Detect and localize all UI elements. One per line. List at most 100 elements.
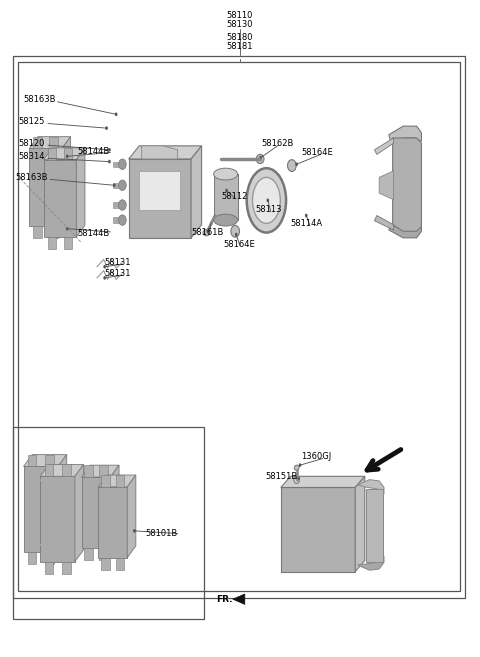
Circle shape xyxy=(305,214,308,217)
Polygon shape xyxy=(62,464,71,476)
Polygon shape xyxy=(129,159,191,238)
Ellipse shape xyxy=(214,168,238,180)
Ellipse shape xyxy=(214,214,238,226)
Text: 58112: 58112 xyxy=(222,192,248,201)
Polygon shape xyxy=(358,480,384,494)
Circle shape xyxy=(231,225,240,237)
Polygon shape xyxy=(64,148,72,160)
Circle shape xyxy=(119,215,126,225)
Polygon shape xyxy=(24,455,67,466)
Polygon shape xyxy=(44,160,76,237)
Ellipse shape xyxy=(294,465,299,470)
Circle shape xyxy=(108,160,111,164)
Circle shape xyxy=(108,148,111,152)
Text: 58162B: 58162B xyxy=(262,139,294,148)
Polygon shape xyxy=(98,475,136,487)
Polygon shape xyxy=(28,455,36,466)
Polygon shape xyxy=(113,162,122,167)
Circle shape xyxy=(259,156,262,160)
Polygon shape xyxy=(393,138,421,231)
Polygon shape xyxy=(113,202,122,208)
Text: 58161B: 58161B xyxy=(191,228,223,237)
Bar xyxy=(13,56,465,598)
Polygon shape xyxy=(214,174,238,220)
Polygon shape xyxy=(40,464,84,476)
Polygon shape xyxy=(29,137,71,148)
Circle shape xyxy=(119,159,126,170)
Circle shape xyxy=(299,463,301,467)
Ellipse shape xyxy=(252,177,280,223)
Polygon shape xyxy=(98,487,127,558)
Polygon shape xyxy=(75,464,84,562)
Circle shape xyxy=(119,180,126,191)
Bar xyxy=(13,427,204,619)
Circle shape xyxy=(225,189,228,193)
Polygon shape xyxy=(355,476,365,572)
Text: 58314: 58314 xyxy=(18,152,45,161)
Text: 58114A: 58114A xyxy=(290,219,323,228)
Polygon shape xyxy=(99,465,108,477)
Polygon shape xyxy=(191,146,202,238)
Text: 58164E: 58164E xyxy=(301,148,333,157)
Polygon shape xyxy=(358,556,384,570)
Polygon shape xyxy=(84,548,93,560)
Text: 58144B: 58144B xyxy=(78,147,110,156)
Polygon shape xyxy=(379,171,394,200)
Polygon shape xyxy=(84,465,93,477)
Circle shape xyxy=(288,160,296,171)
Polygon shape xyxy=(48,148,56,160)
Circle shape xyxy=(103,265,106,269)
Bar xyxy=(18,62,460,591)
Text: 58180: 58180 xyxy=(227,33,253,42)
Polygon shape xyxy=(58,455,67,552)
Polygon shape xyxy=(64,237,72,249)
Polygon shape xyxy=(29,148,62,226)
Polygon shape xyxy=(116,475,124,487)
Polygon shape xyxy=(110,465,119,548)
Circle shape xyxy=(210,221,213,225)
Polygon shape xyxy=(62,562,71,574)
Text: 58131: 58131 xyxy=(105,258,131,267)
Circle shape xyxy=(294,476,300,484)
Polygon shape xyxy=(44,148,85,160)
Polygon shape xyxy=(99,548,108,560)
Polygon shape xyxy=(389,126,421,143)
Text: FR.: FR. xyxy=(216,595,232,604)
Circle shape xyxy=(266,198,269,202)
Text: 58130: 58130 xyxy=(227,20,253,30)
Text: 58151B: 58151B xyxy=(265,472,297,481)
Polygon shape xyxy=(281,476,365,487)
Ellipse shape xyxy=(256,154,264,164)
Polygon shape xyxy=(33,137,42,148)
Polygon shape xyxy=(374,138,394,154)
Polygon shape xyxy=(28,552,36,564)
Circle shape xyxy=(103,276,106,280)
Circle shape xyxy=(295,162,298,166)
Text: 58113: 58113 xyxy=(255,205,282,214)
Circle shape xyxy=(235,233,238,237)
Polygon shape xyxy=(33,226,42,238)
Text: 58181: 58181 xyxy=(227,42,253,51)
Polygon shape xyxy=(48,237,56,249)
Text: 58110: 58110 xyxy=(227,11,253,20)
Text: 58164E: 58164E xyxy=(223,240,255,249)
Polygon shape xyxy=(113,183,122,188)
Polygon shape xyxy=(139,171,180,210)
Polygon shape xyxy=(45,552,54,564)
Polygon shape xyxy=(82,477,110,548)
Polygon shape xyxy=(281,487,355,572)
Polygon shape xyxy=(62,137,71,226)
Text: 58101B: 58101B xyxy=(145,529,177,538)
Text: 58131: 58131 xyxy=(105,269,131,279)
Polygon shape xyxy=(389,223,421,238)
Polygon shape xyxy=(45,455,54,466)
Circle shape xyxy=(115,112,118,116)
Ellipse shape xyxy=(203,229,210,236)
Circle shape xyxy=(119,200,126,210)
Text: 58144B: 58144B xyxy=(78,229,110,238)
Circle shape xyxy=(66,154,69,158)
Circle shape xyxy=(133,529,136,533)
Polygon shape xyxy=(374,215,394,230)
Polygon shape xyxy=(142,146,178,159)
Polygon shape xyxy=(49,226,58,238)
